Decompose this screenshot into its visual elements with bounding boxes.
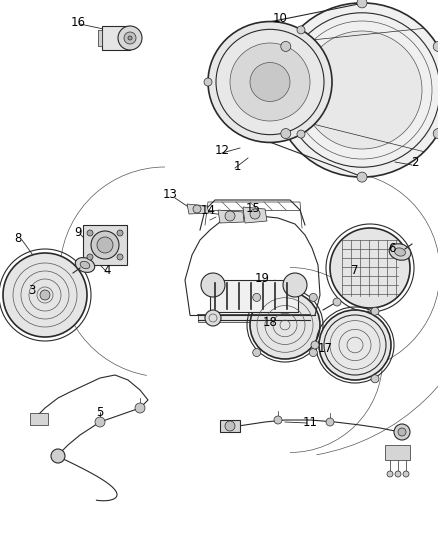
Circle shape <box>95 417 105 427</box>
Text: 8: 8 <box>14 231 22 245</box>
Circle shape <box>87 254 93 260</box>
Text: 6: 6 <box>388 241 396 254</box>
Polygon shape <box>210 280 298 312</box>
Circle shape <box>357 172 367 182</box>
Text: 19: 19 <box>254 271 269 285</box>
Ellipse shape <box>80 261 90 269</box>
Circle shape <box>225 211 235 221</box>
Circle shape <box>205 310 221 326</box>
Circle shape <box>250 209 260 219</box>
Text: 18: 18 <box>262 316 277 328</box>
Text: 16: 16 <box>71 15 85 28</box>
Circle shape <box>128 36 132 40</box>
Text: 7: 7 <box>351 263 359 277</box>
Ellipse shape <box>274 3 438 177</box>
Circle shape <box>97 237 113 253</box>
Ellipse shape <box>75 257 95 272</box>
Circle shape <box>87 230 93 236</box>
Circle shape <box>371 375 379 383</box>
Circle shape <box>330 228 410 308</box>
Circle shape <box>357 0 367 8</box>
Polygon shape <box>218 210 244 223</box>
Text: 17: 17 <box>318 342 332 354</box>
Text: 2: 2 <box>411 157 419 169</box>
Circle shape <box>309 294 317 302</box>
Ellipse shape <box>208 21 332 142</box>
Circle shape <box>297 26 305 34</box>
Circle shape <box>91 231 119 259</box>
Circle shape <box>253 294 261 302</box>
Circle shape <box>51 449 65 463</box>
Polygon shape <box>198 315 310 322</box>
Ellipse shape <box>250 291 320 359</box>
Text: 12: 12 <box>215 143 230 157</box>
Circle shape <box>394 424 410 440</box>
Ellipse shape <box>230 43 310 121</box>
Circle shape <box>117 230 123 236</box>
Text: 1: 1 <box>233 160 241 174</box>
Text: 15: 15 <box>246 201 261 214</box>
Ellipse shape <box>395 248 406 256</box>
Ellipse shape <box>302 31 422 149</box>
Text: 9: 9 <box>74 225 82 238</box>
Circle shape <box>395 471 401 477</box>
Circle shape <box>117 254 123 260</box>
Circle shape <box>281 42 291 52</box>
Circle shape <box>204 78 212 86</box>
Circle shape <box>281 128 291 139</box>
Ellipse shape <box>389 244 411 260</box>
Circle shape <box>326 418 334 426</box>
Circle shape <box>283 273 307 297</box>
Circle shape <box>225 421 235 431</box>
Ellipse shape <box>250 62 290 101</box>
Circle shape <box>333 298 341 306</box>
Polygon shape <box>187 204 209 214</box>
Circle shape <box>3 253 87 337</box>
Circle shape <box>40 290 50 300</box>
Polygon shape <box>83 225 127 265</box>
Text: 11: 11 <box>303 416 318 429</box>
Circle shape <box>201 273 225 297</box>
Text: 5: 5 <box>96 406 104 418</box>
Circle shape <box>118 26 142 50</box>
Ellipse shape <box>319 310 391 380</box>
Text: 14: 14 <box>201 204 215 216</box>
Circle shape <box>387 471 393 477</box>
Circle shape <box>311 341 319 349</box>
Polygon shape <box>385 445 410 460</box>
Circle shape <box>371 307 379 315</box>
Circle shape <box>433 128 438 139</box>
Text: 4: 4 <box>103 263 111 277</box>
Circle shape <box>253 349 261 357</box>
Circle shape <box>124 32 136 44</box>
Circle shape <box>398 428 406 436</box>
Polygon shape <box>98 30 102 46</box>
Circle shape <box>403 471 409 477</box>
Circle shape <box>193 205 201 213</box>
Polygon shape <box>243 207 267 223</box>
Text: 13: 13 <box>162 189 177 201</box>
Circle shape <box>135 403 145 413</box>
Text: 10: 10 <box>272 12 287 25</box>
Text: 3: 3 <box>28 284 35 296</box>
Circle shape <box>274 416 282 424</box>
Polygon shape <box>220 420 240 432</box>
Polygon shape <box>102 26 130 50</box>
Circle shape <box>309 349 317 357</box>
Circle shape <box>433 42 438 52</box>
Polygon shape <box>30 413 48 425</box>
Circle shape <box>297 130 305 138</box>
